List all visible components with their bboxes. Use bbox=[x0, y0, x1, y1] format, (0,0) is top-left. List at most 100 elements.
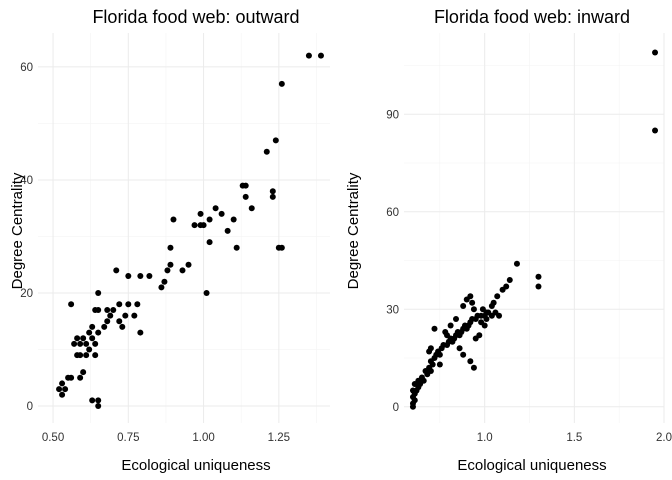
y-tick-label: 20 bbox=[20, 288, 33, 300]
data-point bbox=[242, 193, 249, 200]
x-tick-label: 0.75 bbox=[117, 432, 139, 444]
data-point bbox=[230, 216, 237, 223]
data-point bbox=[89, 335, 96, 342]
data-point bbox=[134, 301, 141, 308]
data-point bbox=[317, 52, 324, 59]
data-point bbox=[95, 329, 102, 336]
data-point bbox=[68, 301, 75, 308]
data-point bbox=[467, 358, 474, 365]
grid-inward bbox=[404, 33, 665, 423]
data-point bbox=[95, 306, 102, 313]
data-point bbox=[206, 216, 213, 223]
x-axis-title-inward: Ecological uniqueness bbox=[457, 457, 606, 474]
data-point bbox=[125, 273, 132, 280]
data-point bbox=[426, 348, 433, 355]
data-point bbox=[113, 267, 120, 274]
data-point bbox=[92, 340, 99, 347]
data-point bbox=[652, 49, 659, 56]
data-point bbox=[470, 306, 477, 313]
data-point bbox=[56, 386, 63, 393]
data-point bbox=[185, 261, 192, 268]
data-point bbox=[460, 351, 467, 358]
data-point bbox=[470, 364, 477, 371]
data-point bbox=[77, 340, 84, 347]
data-point bbox=[483, 316, 490, 322]
data-point bbox=[272, 137, 279, 144]
x-tick-label: 1.00 bbox=[192, 432, 214, 444]
y-axis-title-outward: Degree Centrality bbox=[9, 172, 26, 289]
data-point bbox=[158, 284, 165, 291]
data-point bbox=[469, 299, 476, 306]
data-point bbox=[131, 312, 138, 319]
data-point bbox=[125, 301, 132, 308]
data-point bbox=[116, 318, 123, 325]
panel-inward: 1.0 1.5 2.0 0 30 60 90 Florida food web: inwa… bbox=[345, 7, 672, 474]
grid-outward bbox=[38, 33, 330, 423]
data-point bbox=[442, 329, 449, 335]
x-tick-label: 1.25 bbox=[268, 432, 290, 444]
data-point bbox=[95, 397, 102, 404]
x-tick-label: 2.0 bbox=[656, 432, 672, 444]
data-point bbox=[456, 345, 463, 352]
panel-title-inward: Florida food web: inward bbox=[434, 7, 630, 27]
data-point bbox=[89, 397, 96, 404]
data-point bbox=[104, 306, 111, 313]
data-point bbox=[74, 335, 81, 342]
panel-title-outward: Florida food web: outward bbox=[92, 7, 299, 27]
data-point bbox=[212, 205, 219, 212]
data-point bbox=[164, 267, 171, 274]
data-point bbox=[86, 329, 93, 336]
data-point bbox=[107, 312, 114, 319]
data-point bbox=[436, 361, 443, 368]
y-ticks-outward: 0 20 40 60 bbox=[20, 62, 33, 413]
y-tick-label: 60 bbox=[386, 207, 399, 219]
data-point bbox=[80, 369, 87, 376]
data-point bbox=[233, 244, 240, 251]
y-tick-label: 90 bbox=[386, 109, 399, 121]
data-point bbox=[652, 127, 659, 134]
panel-outward: 0.50 0.75 1.00 1.25 0 20 40 60 Florida food we… bbox=[9, 7, 330, 474]
data-point bbox=[305, 52, 312, 59]
y-axis-title-inward: Degree Centrality bbox=[345, 172, 362, 289]
data-point bbox=[62, 386, 69, 393]
data-point bbox=[191, 222, 198, 229]
data-point bbox=[77, 374, 84, 381]
y-tick-label: 0 bbox=[27, 401, 33, 413]
data-point bbox=[110, 306, 117, 313]
x-ticks-inward: 1.0 1.5 2.0 bbox=[477, 432, 672, 444]
data-point bbox=[263, 148, 270, 155]
data-point bbox=[83, 352, 90, 359]
y-tick-label: 30 bbox=[386, 304, 399, 316]
data-point bbox=[496, 312, 503, 319]
data-point bbox=[167, 244, 174, 251]
data-point bbox=[137, 273, 144, 280]
data-point bbox=[89, 323, 96, 330]
x-axis-title-outward: Ecological uniqueness bbox=[121, 457, 270, 474]
data-point bbox=[101, 323, 108, 330]
data-point bbox=[119, 323, 126, 330]
data-point bbox=[59, 391, 66, 398]
x-ticks-outward: 0.50 0.75 1.00 1.25 bbox=[42, 432, 290, 444]
data-point bbox=[218, 210, 225, 217]
data-point bbox=[95, 290, 102, 296]
data-point bbox=[203, 290, 210, 296]
data-point bbox=[200, 222, 207, 229]
data-point bbox=[476, 332, 483, 339]
data-point bbox=[431, 325, 438, 332]
data-point bbox=[116, 301, 123, 308]
data-point bbox=[499, 286, 506, 293]
data-point bbox=[242, 182, 249, 189]
data-point bbox=[453, 316, 459, 322]
data-point bbox=[535, 283, 542, 290]
data-point bbox=[161, 278, 168, 285]
data-point bbox=[68, 374, 75, 381]
data-point bbox=[77, 352, 84, 359]
points-inward bbox=[409, 49, 659, 410]
data-point bbox=[80, 335, 87, 342]
data-point bbox=[59, 380, 66, 387]
data-point bbox=[506, 277, 513, 283]
x-tick-label: 0.50 bbox=[42, 432, 64, 444]
data-point bbox=[224, 227, 231, 234]
data-point bbox=[460, 303, 467, 309]
